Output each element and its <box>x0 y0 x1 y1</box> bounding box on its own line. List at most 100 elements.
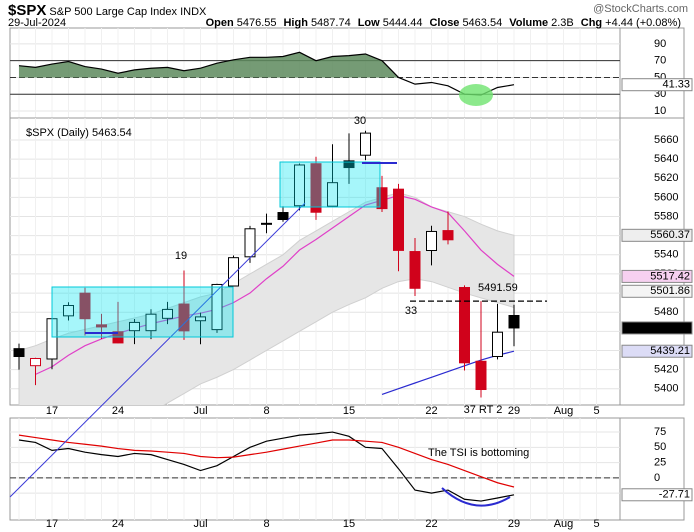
y-tick-label: 5420 <box>654 364 678 376</box>
x-tick-label: 5 <box>593 518 599 530</box>
quote-label: High <box>283 17 308 29</box>
last-value-label: 5517.42 <box>650 270 690 282</box>
y-tick-label: 50 <box>654 441 666 453</box>
x-tick-label: 8 <box>263 518 269 530</box>
last-value-box <box>621 269 693 283</box>
index-name: S&P 500 Large Cap Index INDX <box>49 6 207 18</box>
y-tick-label: 90 <box>654 38 666 50</box>
candle-body <box>244 228 256 258</box>
annotation: 30 <box>354 115 366 127</box>
drawings <box>9 84 511 507</box>
annotation: 37 RT 2 <box>464 404 503 416</box>
range-box <box>51 286 234 338</box>
date: 29-Jul-2024 <box>8 17 67 29</box>
last-value-box <box>621 78 693 92</box>
last-value-label: 5501.86 <box>650 285 690 297</box>
quote-value: 5463.54 <box>462 17 503 29</box>
annotation: 19 <box>175 250 187 262</box>
quote-value: 5487.74 <box>310 17 351 29</box>
last-value-box <box>621 228 693 242</box>
x-tick-label: Aug <box>554 518 574 530</box>
y-tick-label: 25 <box>654 456 666 468</box>
x-tick-label: 15 <box>343 518 355 530</box>
resistance-label: 5491.59 <box>478 282 518 294</box>
y-tick-label: 5600 <box>654 191 678 203</box>
candle-body <box>376 187 388 210</box>
candle-body <box>162 308 173 319</box>
quote: Open 5476.55 High 5487.74 Low 5444.44 Close 546… <box>206 17 688 29</box>
candle-body <box>30 358 41 367</box>
last-value-box <box>621 321 693 335</box>
series-line <box>18 434 515 488</box>
candle-body <box>261 222 272 225</box>
plot-area <box>10 418 620 520</box>
candle-body <box>409 251 421 289</box>
quote-label: Volume <box>509 17 549 29</box>
series-fill <box>19 52 514 78</box>
x-tick-label: 17 <box>46 518 58 530</box>
quote-label: Low <box>357 17 380 29</box>
x-tick-label: 5 <box>593 405 599 417</box>
candle-body <box>63 305 74 317</box>
candle-body <box>228 257 239 287</box>
annotation: The TSI is bottoming <box>428 447 529 459</box>
x-tick-label: 24 <box>112 518 124 530</box>
series-line <box>18 51 515 96</box>
quote-value: +4.44 (+0.08%) <box>605 17 681 29</box>
x-tick-label: 17 <box>46 405 58 417</box>
highlight <box>459 84 493 106</box>
candle-body <box>327 182 338 207</box>
x-tick-label: 29 <box>508 405 520 417</box>
candle-body <box>343 160 355 169</box>
x-tick-label: 29 <box>508 518 520 530</box>
y-tick-label: 5580 <box>654 210 678 222</box>
plot-area <box>10 28 620 118</box>
candle-body <box>129 321 140 332</box>
x-tick-label: 22 <box>425 518 437 530</box>
candle-body <box>492 331 503 357</box>
candle-body <box>195 316 206 322</box>
candle-body <box>145 313 157 332</box>
annotation: 33 <box>405 305 417 317</box>
candle-body <box>211 283 223 331</box>
candle-body <box>393 188 404 251</box>
last-value-box <box>621 284 693 298</box>
quote-label: Open <box>205 17 234 29</box>
last-value-label: 5463.54 <box>650 322 691 334</box>
trendline <box>9 202 306 498</box>
quote-value: 5444.44 <box>382 17 423 29</box>
x-tick-label: 22 <box>425 405 437 417</box>
candle-body <box>459 287 470 364</box>
source: @StockCharts.com <box>593 3 688 15</box>
last-value-box <box>621 344 693 358</box>
symbol: $SPX <box>8 2 47 19</box>
candle-body <box>360 132 371 156</box>
candle-body <box>310 163 322 213</box>
y-tick-label: 5540 <box>654 249 678 261</box>
x-tick-label: 24 <box>112 405 124 417</box>
y-tick-label: 5480 <box>654 306 678 318</box>
quote-value: 2.3B <box>551 17 574 29</box>
last-value-label: -27.71 <box>659 489 690 501</box>
range-box <box>279 161 381 208</box>
candle-body <box>508 315 520 329</box>
last-value-label: 5560.37 <box>650 229 690 241</box>
quote-value: 5476.55 <box>236 17 277 29</box>
x-tick-label: 8 <box>263 405 269 417</box>
candle-body <box>442 230 454 241</box>
y-tick-label: 70 <box>654 55 666 67</box>
panel-frame <box>9 417 685 521</box>
last-value-box <box>621 488 693 502</box>
x-tick-label: Jul <box>193 518 207 530</box>
price-panel: 5400542054405460548055005520554055605580… <box>9 115 693 417</box>
y-tick-label: 75 <box>654 426 666 438</box>
candle-body <box>475 360 487 391</box>
y-tick-label: 10 <box>654 105 666 117</box>
candle-body <box>426 230 437 251</box>
y-tick-label: 5620 <box>654 172 678 184</box>
series-line <box>18 431 515 502</box>
